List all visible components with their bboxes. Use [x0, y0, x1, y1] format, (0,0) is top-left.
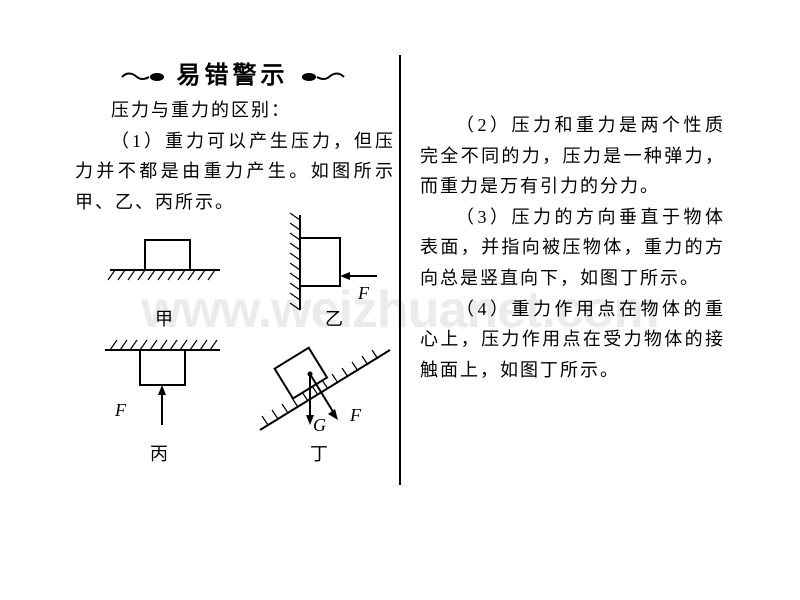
paragraph-3: （3）压力的方向垂直于物体表面，并指向被压物体，重力的方向总是竖直向下，如图丁所… — [420, 202, 725, 294]
paragraph-4: （4）重力作用点在物体的重心上，压力作用点在受力物体的接触面上，如图丁所示。 — [420, 294, 725, 386]
label-ding: 丁 — [310, 440, 328, 466]
force-F-ding: F — [350, 405, 361, 426]
paragraph-2: （2）压力和重力是两个性质完全不同的力，压力是一种弹力，而重力是万有引力的分力。 — [420, 110, 725, 202]
content-area: 压力与重力的区别： （1）重力可以产生压力，但压力并不都是由重力产生。如图所示甲… — [65, 55, 735, 475]
force-G-ding: G — [313, 415, 326, 436]
paragraph-1: （1）重力可以产生压力，但压力并不都是由重力产生。如图所示甲、乙、丙所示。 — [75, 126, 395, 218]
diagram-bing — [95, 335, 225, 440]
force-F-yi: F — [358, 283, 369, 304]
label-bing: 丙 — [150, 440, 168, 466]
left-text: 压力与重力的区别： （1）重力可以产生压力，但压力并不都是由重力产生。如图所示甲… — [75, 95, 395, 217]
right-column: （2）压力和重力是两个性质完全不同的力，压力是一种弹力，而重力是万有引力的分力。… — [405, 55, 735, 475]
intro-text: 压力与重力的区别： — [75, 95, 395, 126]
force-F-bing: F — [115, 400, 126, 421]
diagrams-container: 甲 F 乙 — [75, 225, 395, 475]
diagram-jia — [105, 225, 225, 300]
left-column: 压力与重力的区别： （1）重力可以产生压力，但压力并不都是由重力产生。如图所示甲… — [65, 55, 405, 475]
label-yi: 乙 — [325, 305, 343, 331]
label-jia: 甲 — [155, 305, 173, 331]
